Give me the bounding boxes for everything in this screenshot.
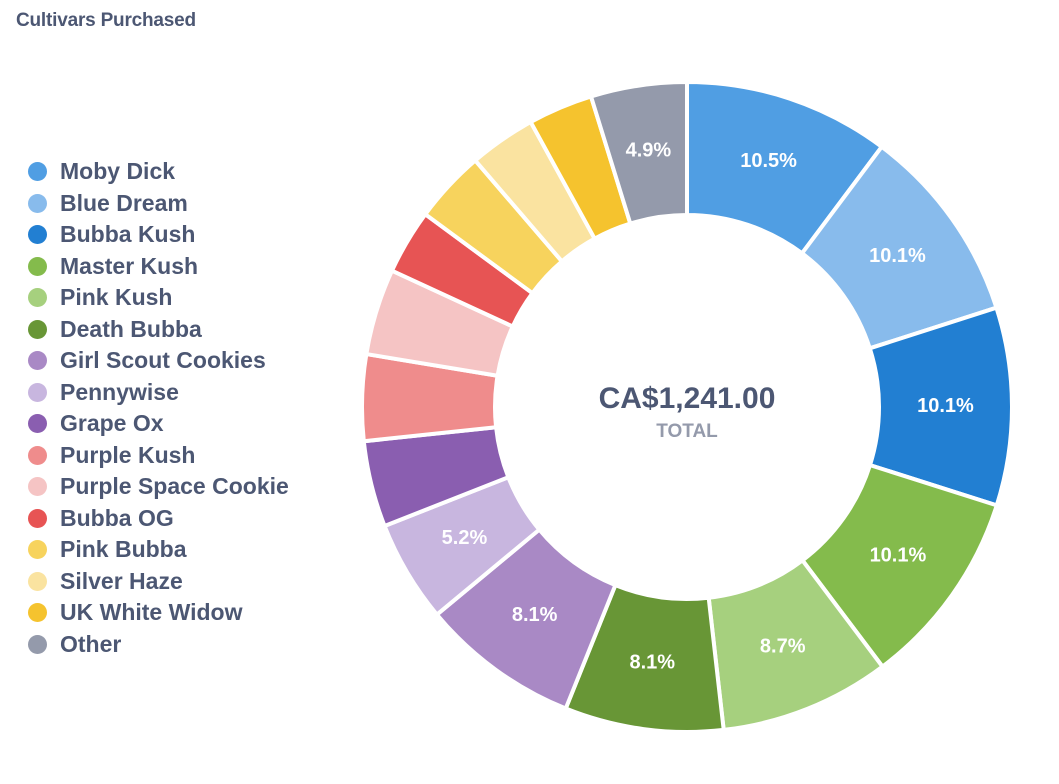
legend-label: Purple Space Cookie — [60, 473, 289, 500]
card-title: Cultivars Purchased — [16, 10, 196, 31]
legend-label: UK White Widow — [60, 599, 243, 626]
legend-item-other[interactable]: Other — [28, 629, 289, 661]
legend-label: Master Kush — [60, 252, 199, 279]
slice-label-other: 4.9% — [626, 140, 672, 162]
legend-dot-icon — [28, 382, 47, 402]
legend-label: Girl Scout Cookies — [60, 347, 266, 374]
legend-item-pink-kush[interactable]: Pink Kush — [28, 282, 289, 314]
legend-dot-icon — [28, 351, 47, 371]
legend-dot-icon — [28, 603, 47, 623]
legend-item-bubba-kush[interactable]: Bubba Kush — [28, 219, 289, 251]
slice-label-death-bubba: 8.1% — [630, 651, 676, 673]
legend-label: Pennywise — [60, 378, 179, 405]
legend-item-master-kush[interactable]: Master Kush — [28, 251, 289, 283]
legend-label: Bubba OG — [60, 504, 174, 531]
legend-dot-icon — [28, 540, 47, 560]
legend-item-pennywise[interactable]: Pennywise — [28, 377, 289, 409]
legend-item-death-bubba[interactable]: Death Bubba — [28, 314, 289, 346]
legend-item-girl-scout-cookies[interactable]: Girl Scout Cookies — [28, 345, 289, 377]
legend-label: Death Bubba — [60, 315, 202, 342]
legend: Moby Dick Blue Dream Bubba Kush Master Kush… — [28, 156, 289, 660]
legend-item-moby-dick[interactable]: Moby Dick — [28, 156, 289, 188]
legend-dot-icon — [28, 193, 47, 213]
legend-item-silver-haze[interactable]: Silver Haze — [28, 566, 289, 598]
legend-dot-icon — [28, 445, 47, 465]
slice-other[interactable] — [589, 80, 689, 226]
slice-label-pennywise: 5.2% — [442, 527, 488, 549]
legend-label: Purple Kush — [60, 441, 196, 468]
total-value: CA$1,241.00 — [599, 382, 776, 415]
legend-item-purple-space-cookie[interactable]: Purple Space Cookie — [28, 471, 289, 503]
slice-label-girl-scout-cookies: 8.1% — [512, 604, 558, 626]
legend-label: Silver Haze — [60, 567, 183, 594]
slice-label-master-kush: 10.1% — [870, 545, 927, 567]
legend-label: Bubba Kush — [60, 221, 196, 248]
legend-item-grape-ox[interactable]: Grape Ox — [28, 408, 289, 440]
legend-dot-icon — [28, 319, 47, 339]
legend-dot-icon — [28, 256, 47, 276]
legend-dot-icon — [28, 634, 47, 654]
legend-label: Pink Bubba — [60, 536, 187, 563]
legend-label: Other — [60, 630, 122, 657]
legend-item-uk-white-widow[interactable]: UK White Widow — [28, 597, 289, 629]
legend-item-pink-bubba[interactable]: Pink Bubba — [28, 534, 289, 566]
legend-dot-icon — [28, 225, 47, 245]
slice-label-bubba-kush: 10.1% — [917, 395, 974, 417]
legend-dot-icon — [28, 414, 47, 434]
legend-label: Grape Ox — [60, 410, 164, 437]
legend-dot-icon — [28, 288, 47, 308]
total-label: TOTAL — [656, 421, 718, 442]
slice-label-blue-dream: 10.1% — [869, 245, 926, 267]
legend-item-purple-kush[interactable]: Purple Kush — [28, 440, 289, 472]
slice-label-moby-dick: 10.5% — [740, 150, 797, 172]
legend-dot-icon — [28, 477, 47, 497]
legend-item-blue-dream[interactable]: Blue Dream — [28, 188, 289, 220]
legend-item-bubba-og[interactable]: Bubba OG — [28, 503, 289, 535]
legend-label: Pink Kush — [60, 284, 173, 311]
legend-dot-icon — [28, 162, 47, 182]
legend-label: Moby Dick — [60, 158, 176, 185]
slice-label-pink-kush: 8.7% — [760, 635, 806, 657]
legend-dot-icon — [28, 571, 47, 591]
legend-dot-icon — [28, 508, 47, 528]
legend-label: Blue Dream — [60, 189, 188, 216]
